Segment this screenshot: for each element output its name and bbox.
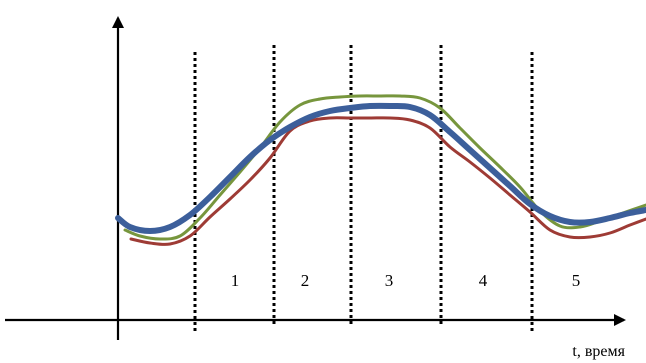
x-axis-label: t, время — [572, 343, 625, 360]
phase-label-4: 4 — [479, 271, 488, 290]
series-line-1 — [115, 102, 646, 234]
phase-label-1: 1 — [231, 271, 240, 290]
series-line-3 — [129, 116, 646, 246]
phase-label-3: 3 — [385, 271, 394, 290]
phase-label-2: 2 — [301, 271, 310, 290]
series-layer — [115, 94, 646, 246]
phase-dividers — [193, 45, 534, 334]
phase-label-5: 5 — [572, 271, 581, 290]
series-line-2 — [123, 94, 646, 241]
